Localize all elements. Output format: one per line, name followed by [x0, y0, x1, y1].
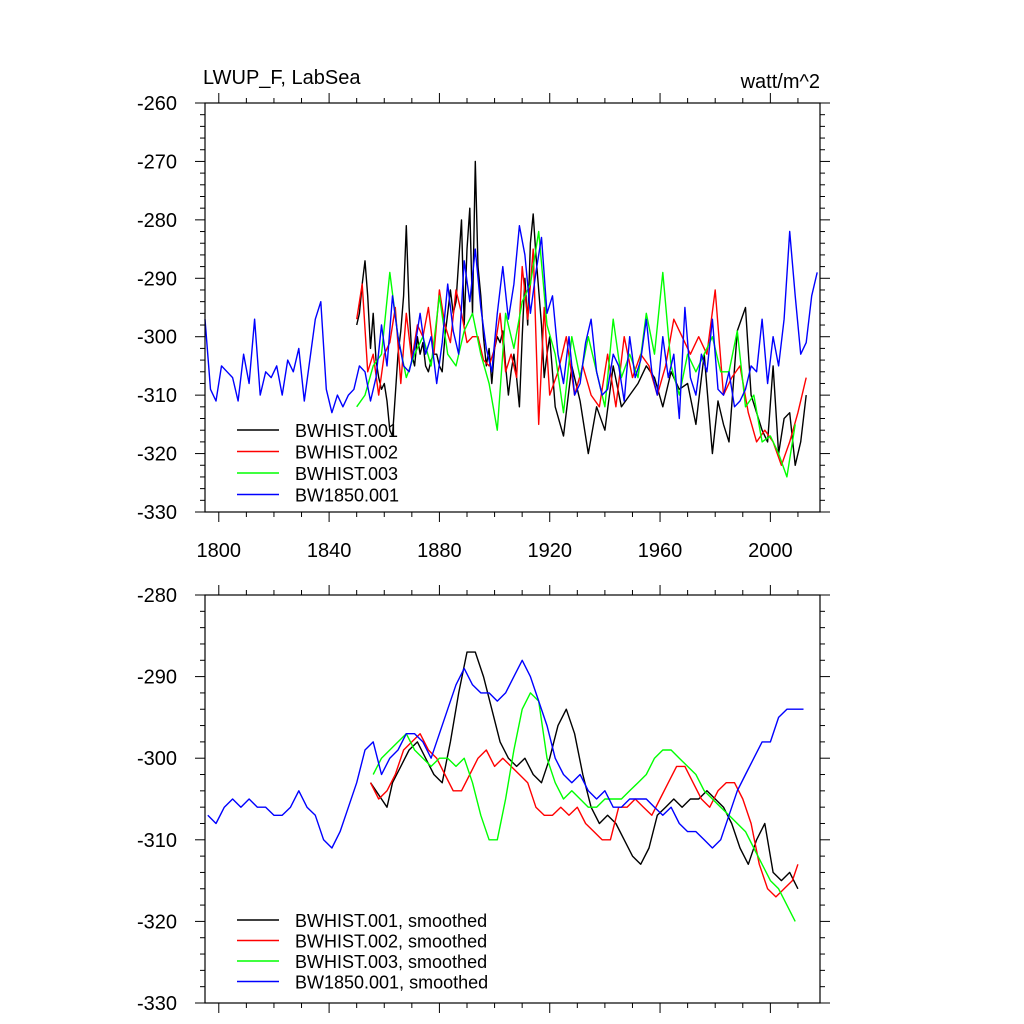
panel-title: LWUP_F, LabSea — [203, 67, 361, 89]
y-tick-label: -320 — [137, 444, 177, 466]
x-tick-label: 1920 — [527, 540, 572, 562]
series-line-bwhist-001-smoothed — [369, 651, 799, 890]
legend-label: BWHIST.001, smoothed — [295, 911, 487, 931]
y-tick-label: -300 — [137, 748, 177, 770]
top-panel: LWUP_F, LabSea watt/m^2 1800 1840 1880 1920… — [137, 67, 830, 562]
bottom-panel: -330 -320 -310 -300 -290 -280 BWHIST.001, smo… — [137, 585, 830, 1015]
y-tick-label: -280 — [137, 585, 177, 607]
legend-label: BWHIST.003, smoothed — [295, 952, 487, 972]
plot-frame — [204, 594, 821, 1004]
axes: 1800 1840 1880 1920 1960 2000 -330 -320 -310 -300… — [137, 93, 830, 562]
legend-label: BWHIST.002, smoothed — [295, 932, 487, 952]
y-tick-label: -280 — [137, 210, 177, 232]
legend-label: BW1850.001, smoothed — [295, 973, 488, 993]
y-tick-label: -310 — [137, 385, 177, 407]
series-line-bwhist-002 — [356, 248, 807, 466]
series-line-bwhist-002-smoothed — [369, 733, 799, 898]
legend-label: BWHIST.002 — [295, 443, 398, 463]
legend-label: BWHIST.003 — [295, 464, 398, 484]
x-tick-label: 2000 — [748, 540, 793, 562]
series-line-bwhist-003-smoothed — [372, 692, 796, 922]
y-tick-label: -270 — [137, 151, 177, 173]
axes-smoothed: -330 -320 -310 -300 -290 -280 — [137, 585, 830, 1015]
y-tick-label: -330 — [137, 502, 177, 524]
series-line-bwhist-003 — [356, 230, 796, 478]
series-line-bw1850-001-smoothed — [207, 659, 804, 849]
plot-area-smoothed — [207, 651, 804, 922]
x-tick-label: 1800 — [197, 540, 242, 562]
plot-area — [204, 160, 818, 478]
legend-label: BW1850.001 — [295, 486, 399, 506]
y-tick-label: -310 — [137, 830, 177, 852]
plot-frame — [204, 102, 821, 513]
y-tick-label: -330 — [137, 993, 177, 1015]
y-tick-label: -320 — [137, 911, 177, 933]
legend-label: BWHIST.001 — [295, 421, 398, 441]
y-tick-label: -300 — [137, 327, 177, 349]
series-line-bw1850-001 — [204, 224, 818, 420]
y-tick-label: -290 — [137, 268, 177, 290]
y-tick-label: -260 — [137, 93, 177, 115]
series-line-bwhist-001 — [356, 160, 807, 466]
x-tick-label: 1880 — [417, 540, 462, 562]
x-tick-label: 1960 — [638, 540, 683, 562]
units-label: watt/m^2 — [740, 71, 820, 93]
y-tick-label: -290 — [137, 667, 177, 689]
x-tick-label: 1840 — [307, 540, 352, 562]
